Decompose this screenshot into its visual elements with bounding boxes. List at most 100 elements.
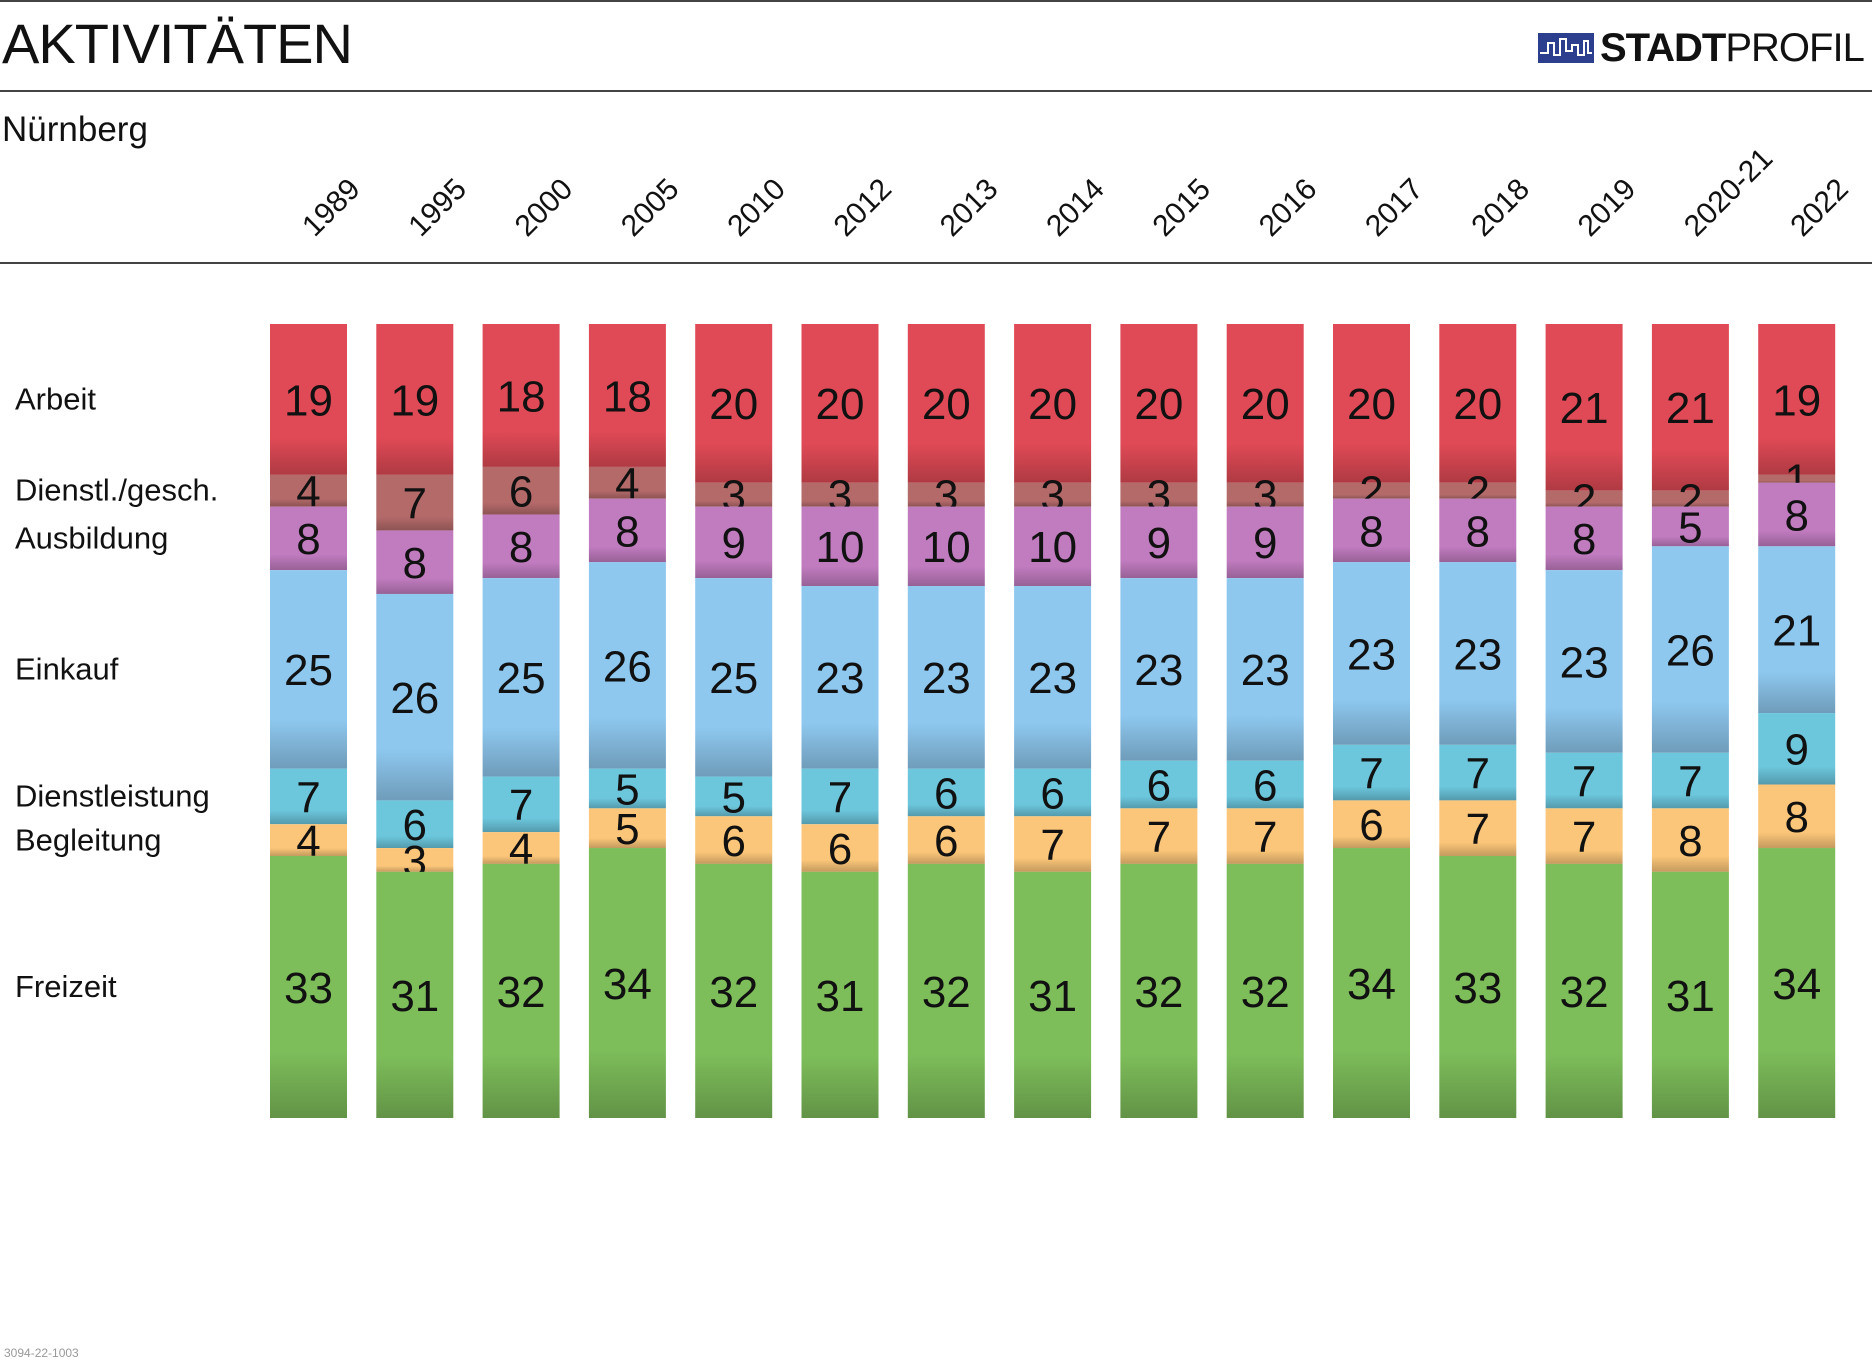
bar-segment-freizeit-2016 <box>1226 863 1304 1118</box>
data-label-dienstleistung-1995: 6 <box>403 801 427 850</box>
bar-segment-dienstleistung-2018 <box>1439 744 1517 801</box>
data-label-arbeit-1989: 19 <box>284 376 333 425</box>
bar-segment-dienstleistung-1995 <box>376 800 454 849</box>
bars-group: 1948257433197826633118682574321848265534… <box>270 324 1836 1118</box>
bar-segment-dienstleistung-2019 <box>1545 752 1623 809</box>
data-label-ausbildung-2015: 9 <box>1147 519 1171 568</box>
data-label-ausbildung-2017: 8 <box>1359 507 1383 556</box>
data-label-einkauf-2020-21: 26 <box>1666 626 1715 675</box>
data-label-freizeit-2010: 32 <box>709 968 758 1017</box>
subtitle: Nürnberg <box>2 110 148 149</box>
bar-segment-einkauf-2019 <box>1545 570 1623 753</box>
bar-segment-einkauf-2022 <box>1758 546 1836 714</box>
year-label-1989: 1989 <box>296 172 367 243</box>
data-label-arbeit-2010: 20 <box>709 380 758 429</box>
bar-segment-begleitung-2018 <box>1439 800 1517 856</box>
year-label-2005: 2005 <box>615 172 686 243</box>
bar-segment-dienstl-gesch--2017 <box>1333 482 1410 499</box>
bar-segment-freizeit-1995 <box>376 871 454 1118</box>
city-skyline-icon <box>1538 33 1594 63</box>
bar-segment-dienstl-gesch--1989 <box>270 474 347 507</box>
bar-segment-arbeit-1989 <box>270 324 347 475</box>
year-label-2022: 2022 <box>1784 172 1855 243</box>
data-label-dienstleistung-2000: 7 <box>509 781 533 830</box>
data-label-dienstleistung-2005: 5 <box>615 765 639 814</box>
bar-segment-dienstleistung-2014 <box>1014 768 1092 817</box>
bar-segment-arbeit-2000 <box>482 324 560 467</box>
data-label-einkauf-2019: 23 <box>1560 638 1609 687</box>
bar-segment-ausbildung-2012 <box>801 506 879 587</box>
bar-segment-freizeit-2014 <box>1014 871 1092 1118</box>
data-label-ausbildung-2010: 9 <box>721 519 745 568</box>
year-label-2017: 2017 <box>1359 172 1430 243</box>
data-label-freizeit-2022: 34 <box>1772 960 1821 1009</box>
bar-segment-ausbildung-1995 <box>376 530 454 594</box>
year-label-2014: 2014 <box>1040 172 1111 243</box>
bar-segment-ausbildung-2018 <box>1439 498 1517 563</box>
data-label-begleitung-2010: 6 <box>721 817 745 866</box>
year-label-2018: 2018 <box>1465 172 1536 243</box>
data-label-ausbildung-2005: 8 <box>615 507 639 556</box>
bar-segment-dienstleistung-2022 <box>1758 713 1836 785</box>
year-label-2012: 2012 <box>828 172 899 243</box>
bar-segment-begleitung-2020-21 <box>1651 808 1729 872</box>
bar-segment-freizeit-2015 <box>1120 863 1198 1118</box>
data-label-ausbildung-2012: 10 <box>816 523 865 572</box>
legend-label-einkauf: Einkauf <box>15 651 119 686</box>
bar-segment-begleitung-2019 <box>1545 808 1623 864</box>
data-label-begleitung-2005: 5 <box>615 805 639 854</box>
bar-segment-einkauf-2013 <box>907 586 985 769</box>
data-label-ausbildung-2000: 8 <box>509 523 533 572</box>
bar-segment-begleitung-2017 <box>1333 800 1410 849</box>
bar-segment-ausbildung-2017 <box>1333 498 1410 563</box>
data-label-freizeit-2017: 34 <box>1347 960 1396 1009</box>
data-label-ausbildung-2019: 8 <box>1572 515 1596 564</box>
bar-segment-arbeit-2017 <box>1333 324 1410 483</box>
data-label-freizeit-2016: 32 <box>1241 968 1290 1017</box>
data-label-einkauf-2014: 23 <box>1028 654 1077 703</box>
bar-segment-begleitung-2000 <box>482 832 560 864</box>
bar-segment-freizeit-2013 <box>907 863 985 1118</box>
bar-segment-ausbildung-2013 <box>907 506 985 587</box>
bar-segment-ausbildung-2020-21 <box>1651 506 1729 547</box>
bar-segment-arbeit-2012 <box>801 324 879 483</box>
data-label-arbeit-2005: 18 <box>603 372 652 421</box>
data-label-freizeit-2018: 33 <box>1453 964 1502 1013</box>
data-label-arbeit-2012: 20 <box>816 380 865 429</box>
bar-segment-dienstl-gesch--2015 <box>1120 482 1198 507</box>
bar-segment-dienstl-gesch--2000 <box>482 466 560 515</box>
bar-segment-ausbildung-2010 <box>695 506 773 579</box>
data-label-dienstleistung-2010: 5 <box>721 773 745 822</box>
data-label-dienstleistung-2017: 7 <box>1359 749 1383 798</box>
bar-segment-dienstleistung-2017 <box>1333 744 1410 801</box>
data-label-einkauf-2015: 23 <box>1134 646 1183 695</box>
data-label-begleitung-2020-21: 8 <box>1678 817 1702 866</box>
bar-segment-begleitung-2005 <box>588 808 666 849</box>
bar-segment-ausbildung-2005 <box>588 498 666 563</box>
data-label-arbeit-2014: 20 <box>1028 380 1077 429</box>
bar-segment-freizeit-2019 <box>1545 863 1623 1118</box>
bar-segment-einkauf-2020-21 <box>1651 546 1729 753</box>
bar-segment-begleitung-2015 <box>1120 808 1198 864</box>
header-rule <box>0 262 1872 264</box>
legend-label-dienstleistung: Dienstleistung <box>15 778 210 813</box>
bar-segment-begleitung-2012 <box>801 824 879 872</box>
data-label-arbeit-2017: 20 <box>1347 380 1396 429</box>
legend-label-ausbildung: Ausbildung <box>15 520 168 555</box>
bar-segment-ausbildung-2022 <box>1758 482 1836 547</box>
year-label-2013: 2013 <box>934 172 1005 243</box>
stadtprofil-logo: STADTPROFIL <box>1538 28 1865 68</box>
category-axis: 1989 1995 2000 2005 2010 2012 2013 2014 2015 2016… <box>296 142 1855 243</box>
data-label-begleitung-2017: 6 <box>1359 801 1383 850</box>
data-label-freizeit-2005: 34 <box>603 960 652 1009</box>
data-label-ausbildung-2013: 10 <box>922 523 971 572</box>
data-label-dienstleistung-2012: 7 <box>828 773 852 822</box>
data-label-arbeit-2015: 20 <box>1134 380 1183 429</box>
data-label-einkauf-2005: 26 <box>603 642 652 691</box>
bar-segment-ausbildung-2000 <box>482 514 560 579</box>
bar-segment-dienstl-gesch--1995 <box>376 474 454 531</box>
bar-segment-dienstl-gesch--2016 <box>1226 482 1304 507</box>
data-label-begleitung-2014: 7 <box>1040 821 1064 870</box>
data-label-arbeit-2016: 20 <box>1241 380 1290 429</box>
